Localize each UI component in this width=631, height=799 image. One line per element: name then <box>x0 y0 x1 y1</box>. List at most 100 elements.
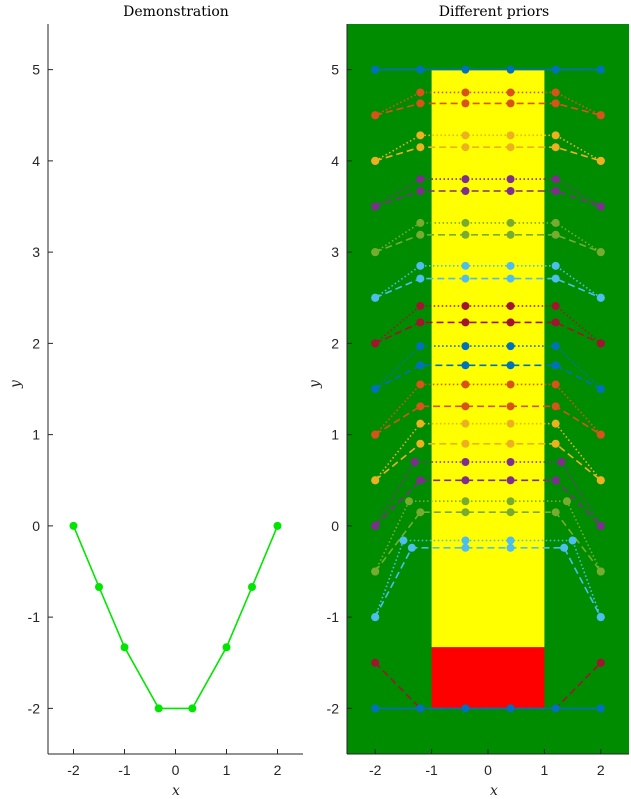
series-10 <box>371 274 605 302</box>
data-point <box>461 380 470 389</box>
series-line <box>374 277 602 299</box>
series-4 <box>371 143 605 165</box>
series-line <box>374 461 602 527</box>
data-point <box>416 274 425 283</box>
data-point <box>596 65 605 74</box>
data-point <box>596 613 605 622</box>
data-point <box>371 293 380 302</box>
data-point <box>551 476 560 485</box>
series-line <box>374 222 602 253</box>
data-point <box>551 318 560 327</box>
data-point <box>461 261 470 270</box>
background-region <box>431 69 545 648</box>
x-axis-label: x <box>490 783 498 799</box>
data-point <box>461 230 470 239</box>
data-point <box>506 476 515 485</box>
axes-layer: -2 -1 0 1 2 -2 -1 0 1 2 3 4 5 <box>327 24 629 778</box>
data-point <box>506 342 515 351</box>
y-tick-label: 4 <box>32 153 40 169</box>
data-point <box>461 476 470 485</box>
data-point <box>596 521 605 530</box>
series-line <box>374 146 602 162</box>
data-point <box>371 156 380 165</box>
data-point <box>461 342 470 351</box>
series-line <box>374 321 602 345</box>
panel-demonstration: -2 -1 0 1 2 -2 -1 0 1 2 3 4 5 Demonstration x y <box>8 4 303 799</box>
y-tick-label: 3 <box>331 244 339 260</box>
y-tick-label: -2 <box>28 700 41 716</box>
data-point <box>371 430 380 439</box>
data-point <box>506 380 515 389</box>
data-point <box>416 476 425 485</box>
data-point <box>461 536 470 545</box>
series-line <box>374 190 602 208</box>
y-tick-label: 1 <box>32 427 40 443</box>
data-point <box>416 99 425 108</box>
data-point <box>461 361 470 370</box>
x-tick-label: -2 <box>369 762 382 778</box>
data-point <box>248 583 256 592</box>
data-point <box>461 402 470 411</box>
data-point <box>273 521 282 530</box>
data-point <box>506 143 515 152</box>
data-point <box>461 704 470 713</box>
data-point <box>461 175 470 184</box>
data-point <box>551 301 560 310</box>
x-tick-label: 1 <box>541 762 549 778</box>
y-tick-label: 1 <box>331 427 339 443</box>
data-point <box>416 175 425 184</box>
data-point <box>560 543 569 552</box>
data-point <box>416 88 425 97</box>
data-point <box>506 704 515 713</box>
data-point <box>596 567 605 576</box>
data-point <box>551 704 560 713</box>
data-point <box>416 186 425 195</box>
data-point <box>506 543 515 552</box>
data-point <box>371 476 380 485</box>
data-point <box>120 643 129 652</box>
data-point <box>416 143 425 152</box>
data-point <box>371 658 380 667</box>
data-point <box>95 583 103 592</box>
data-point <box>596 385 605 393</box>
data-point <box>416 361 425 370</box>
series-6 <box>371 186 605 211</box>
data-point <box>506 439 515 448</box>
data-point <box>416 230 425 239</box>
x-tick-label: 2 <box>274 762 282 778</box>
x-tick-label: 0 <box>172 762 180 778</box>
data-point <box>416 65 425 74</box>
data-point <box>596 248 605 257</box>
data-point <box>461 301 470 310</box>
x-tick-label: 1 <box>223 762 231 778</box>
data-point <box>416 402 425 411</box>
data-point <box>568 536 577 545</box>
data-point <box>506 261 515 270</box>
data-point <box>551 419 560 428</box>
data-point <box>506 230 515 239</box>
data-point <box>416 318 425 327</box>
y-tick-label: 4 <box>331 153 339 169</box>
data-point <box>557 458 566 466</box>
data-point <box>506 186 515 195</box>
data-point <box>416 439 425 448</box>
data-point <box>551 143 560 152</box>
data-point <box>506 419 515 428</box>
data-point <box>596 704 605 713</box>
data-point <box>399 536 408 545</box>
x-axis-label: x <box>172 783 180 799</box>
chart-title: Different priors <box>439 4 549 20</box>
data-point <box>506 361 515 370</box>
axes-layer: -2 -1 0 1 2 -2 -1 0 1 2 3 4 5 <box>28 24 303 778</box>
data-point <box>461 88 470 97</box>
data-point <box>461 508 470 517</box>
data-point <box>461 274 470 283</box>
data-point <box>506 301 515 310</box>
x-tick-label: -1 <box>425 762 438 778</box>
data-point <box>461 65 470 74</box>
data-point <box>371 65 380 74</box>
data-point <box>371 521 380 530</box>
data-point <box>506 508 515 517</box>
data-point <box>371 613 380 622</box>
